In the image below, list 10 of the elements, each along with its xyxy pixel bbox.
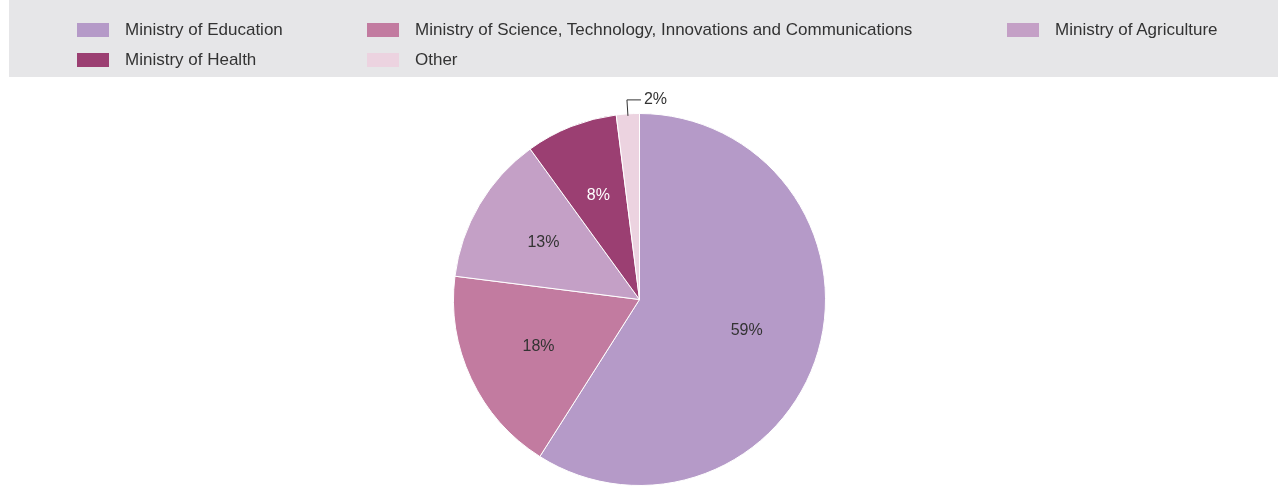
- data-label: 13%: [527, 233, 560, 251]
- data-label: 8%: [586, 186, 610, 204]
- legend-label: Ministry of Health: [125, 50, 257, 70]
- legend-label: Ministry of Education: [125, 20, 283, 40]
- data-label: 59%: [730, 321, 763, 339]
- data-label: 2%: [643, 90, 668, 108]
- legend-label: Other: [415, 50, 458, 70]
- data-label: 18%: [522, 337, 555, 355]
- legend-label: Ministry of Science, Technology, Innovations and Communications: [415, 20, 913, 40]
- legend-label: Ministry of Agriculture: [1055, 20, 1218, 40]
